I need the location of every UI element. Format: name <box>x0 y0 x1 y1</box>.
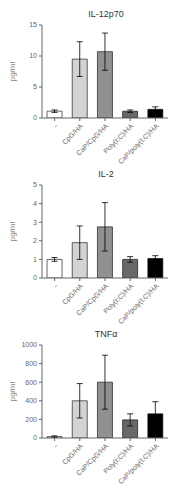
svg-text:-: - <box>52 442 59 449</box>
html-text:IL-2: IL-2 <box>98 169 114 179</box>
svg-text:CaP/poly(I:C)/HA: CaP/poly(I:C)/HA <box>117 122 161 166</box>
html-text:IL-12p70: IL-12p70 <box>88 9 124 19</box>
html-text:TNFα: TNFα <box>94 329 118 339</box>
svg-text:5: 5 <box>33 181 37 188</box>
svg-text:0: 0 <box>33 114 37 121</box>
svg-text:CaP/poly(I:C)/HA: CaP/poly(I:C)/HA <box>117 442 161 486</box>
svg-text:600: 600 <box>25 379 37 386</box>
svg-text:1: 1 <box>33 256 37 263</box>
svg-text:CaP/CpG/HA: CaP/CpG/HA <box>74 442 110 477</box>
svg-text:CaP/CpG/HA: CaP/CpG/HA <box>74 282 110 317</box>
svg-text:400: 400 <box>25 397 37 404</box>
svg-text:Poly(I:C)/HA: Poly(I:C)/HA <box>102 282 135 315</box>
svg-text:Poly(I:C)/HA: Poly(I:C)/HA <box>102 122 135 155</box>
svg-text:10: 10 <box>29 52 37 59</box>
svg-text:3: 3 <box>33 219 37 226</box>
svg-text:pg/ml: pg/ml <box>8 221 17 241</box>
svg-text:pg/ml: pg/ml <box>8 61 17 81</box>
svg-text:5: 5 <box>33 83 37 90</box>
svg-text:-: - <box>52 122 59 129</box>
svg-text:800: 800 <box>25 360 37 367</box>
svg-text:CaP/CpG/HA: CaP/CpG/HA <box>74 122 110 157</box>
svg-text:CpG/HA: CpG/HA <box>61 282 85 306</box>
svg-text:CpG/HA: CpG/HA <box>61 122 85 146</box>
svg-text:CaP/poly(I:C)/HA: CaP/poly(I:C)/HA <box>117 282 161 326</box>
svg-text:2: 2 <box>33 237 37 244</box>
svg-text:15: 15 <box>29 21 37 28</box>
svg-text:Poly(I:C)/HA: Poly(I:C)/HA <box>102 442 135 475</box>
svg-text:0: 0 <box>33 434 37 441</box>
svg-text:1000: 1000 <box>21 341 37 348</box>
svg-text:-: - <box>52 282 59 289</box>
svg-text:4: 4 <box>33 200 37 207</box>
svg-text:0: 0 <box>33 274 37 281</box>
svg-text:CpG/HA: CpG/HA <box>61 442 85 466</box>
svg-text:200: 200 <box>25 416 37 423</box>
svg-text:pg/ml: pg/ml <box>8 381 17 401</box>
